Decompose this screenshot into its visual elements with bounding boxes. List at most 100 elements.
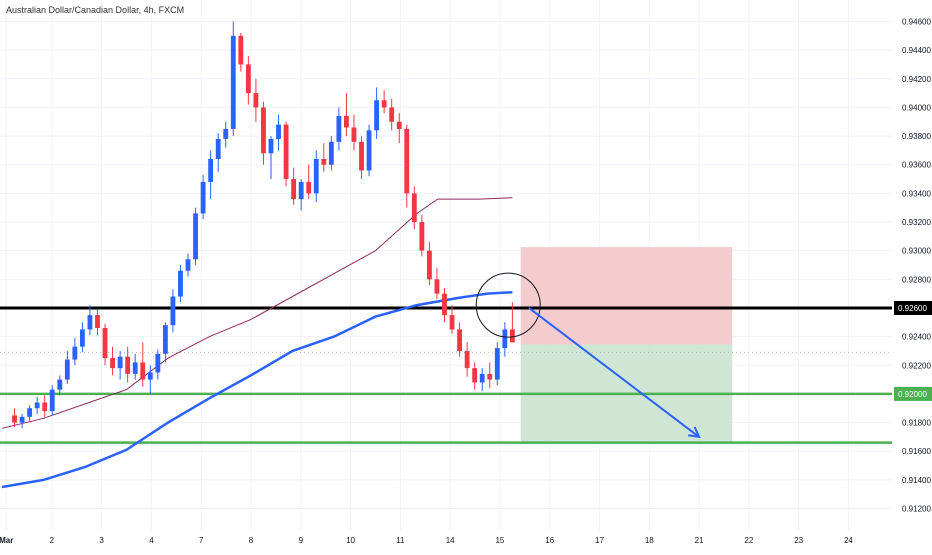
candle [457,322,462,357]
candle [102,323,108,366]
candle [291,167,297,205]
time-tick-label: 8 [249,536,254,545]
candle-body [487,373,493,380]
candle [12,408,17,427]
candle [479,368,485,392]
price-label-text: 0.92000 [898,390,927,399]
candle-body [95,315,100,329]
candle [230,21,236,137]
candle-body [155,353,161,373]
candle-body [261,107,266,154]
candle [449,305,455,334]
candle [238,32,244,72]
grid-lines [0,0,892,530]
candle [253,78,259,122]
candle [336,107,342,151]
candle [72,338,78,366]
candle-body [464,350,470,369]
time-tick-label: 9 [299,536,304,545]
candle-body [434,279,440,294]
price-tick-label: 0.91400 [902,476,931,485]
candle [208,150,214,200]
candle-body [64,359,70,380]
candle [366,124,372,177]
candle-body [12,415,17,423]
time-tick-label: 3 [99,536,104,545]
price-label-badge [894,300,932,315]
candle-body [170,296,176,326]
candle [125,346,131,383]
candle [472,362,478,390]
time-tick-label: 18 [645,536,654,545]
time-axis: Mar 2 3 4 7 8 9 10 11 14 15 16 17 18 21 22 23 24 [0,536,853,545]
candle [344,93,349,137]
candle-body [162,325,168,354]
candle [268,136,274,180]
candle-body [359,141,364,171]
price-axis: 0.94600 0.94400 0.94200 0.94000 0.93800 0.936… [894,17,932,514]
price-tick-label: 0.94200 [902,75,931,84]
candle-body [132,362,138,374]
candle-body [381,100,387,108]
price-tick-label: 0.92400 [902,333,931,342]
candle-body [389,107,395,122]
price-label-text: 0.92600 [898,304,927,313]
candle-body [283,124,289,180]
candle-body [200,181,206,214]
ema-long-line [1,290,513,489]
candle-body [193,213,198,260]
candle [298,179,304,211]
ema-short-line [1,197,513,429]
candle [396,113,402,144]
price-tick-label: 0.92800 [902,275,931,284]
candle-body [374,100,380,131]
candle [321,143,327,172]
candle-body [117,356,123,369]
candle [117,350,123,380]
candle-body [147,372,153,380]
time-tick-label: 17 [595,536,604,545]
time-tick-label: 22 [744,536,753,545]
candle [34,396,40,414]
time-tick-label: 10 [346,536,355,545]
candle [419,214,425,257]
candle [328,136,334,171]
candle-body [509,329,515,343]
candles [12,21,515,429]
candle-body [178,270,183,297]
candle-body [321,159,327,165]
candle [110,346,115,376]
candle-body [49,389,55,412]
candle [178,265,183,303]
candle [276,114,281,151]
price-tick-label: 0.91600 [902,447,931,456]
candle [185,253,191,277]
candle-body [102,328,108,359]
price-tick-label: 0.91200 [902,505,931,514]
candle-body [306,181,312,194]
candle-body [426,250,432,280]
candle-body [291,179,297,200]
price-tick-label: 0.93800 [902,132,931,141]
candle [95,309,100,336]
candle-body [125,356,131,374]
candle [200,174,206,220]
candle [411,186,417,230]
candle-body [479,373,485,383]
candle-body [313,159,319,194]
time-tick-label: 11 [396,536,405,545]
candle-body [344,116,349,128]
candle-body [351,127,357,142]
candle-body [449,315,455,330]
candle [147,365,153,394]
candle-body [328,141,334,165]
price-tick-label: 0.93400 [902,189,931,198]
candle [79,322,85,353]
candle [215,133,221,172]
candle [193,207,198,265]
candle [404,124,410,208]
candle [494,342,500,386]
candle [434,267,440,300]
time-tick-label: 23 [794,536,803,545]
candle [351,114,357,151]
